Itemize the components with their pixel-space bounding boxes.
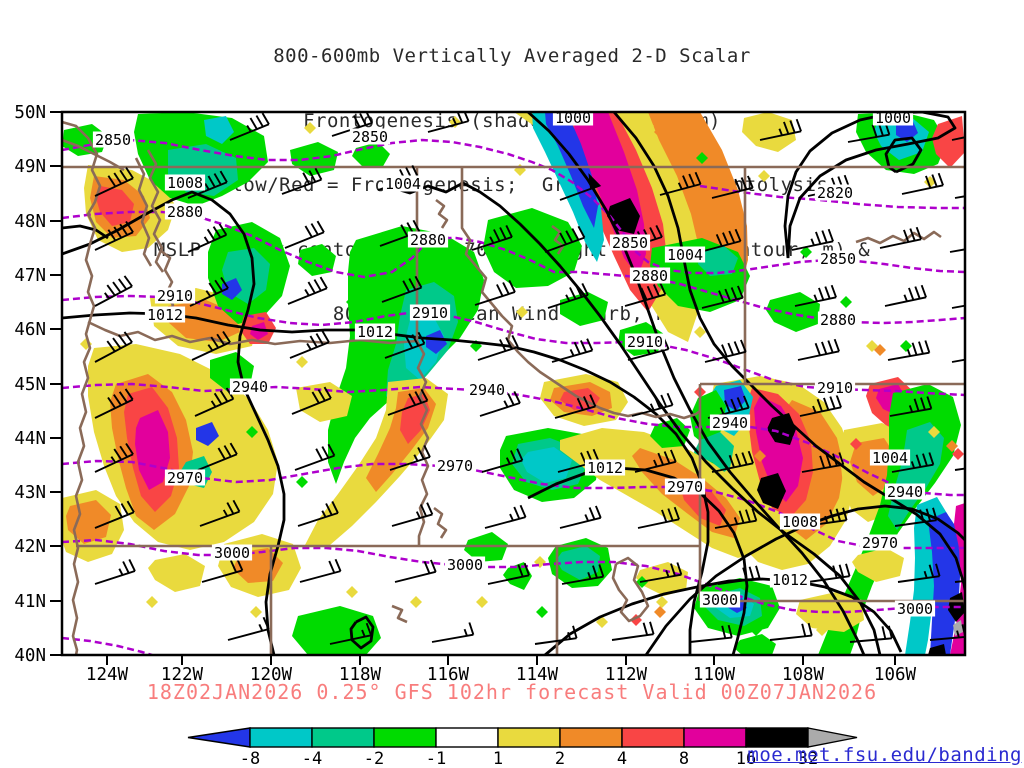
lon-tick-label: 114W [516, 665, 559, 685]
svg-text:1000: 1000 [875, 109, 911, 127]
svg-text:2970: 2970 [862, 534, 898, 552]
lat-tick-label: 41N [14, 592, 46, 612]
title-line-1: 800-600mb Vertically Averaged 2-D Scalar [273, 45, 751, 67]
svg-text:2880: 2880 [820, 311, 856, 329]
svg-text:2970: 2970 [667, 478, 703, 496]
colorbar-segment [497, 727, 561, 748]
svg-text:2850: 2850 [95, 131, 131, 149]
svg-text:2880: 2880 [632, 267, 668, 285]
colorbar-tick-label: 16 [736, 749, 756, 768]
map-layers: 1008 1004 1000 1000 1004 1012 1012 1012 1004 1008… [62, 109, 965, 655]
colorbar-tick-label: -8 [240, 749, 260, 768]
svg-text:3000: 3000 [702, 591, 738, 609]
lon-tick-label: 112W [605, 665, 648, 685]
lon-tick-label: 122W [161, 665, 204, 685]
svg-text:3000: 3000 [214, 544, 250, 562]
svg-text:2940: 2940 [887, 483, 923, 501]
svg-text:3000: 3000 [447, 556, 483, 574]
colorbar-tick-label: 2 [555, 749, 565, 768]
colorbar: -8 -4 -2 -1 1 2 4 8 16 32 [187, 727, 858, 768]
lat-tick-label: 50N [14, 103, 46, 123]
credit-link[interactable]: moe.met.fsu.edu/banding [747, 744, 1022, 766]
colorbar-segment [559, 727, 623, 748]
colorbar-tick-label: 1 [493, 749, 503, 768]
svg-text:2970: 2970 [167, 469, 203, 487]
axes-layer: 50N 49N 48N 47N 46N 45N 44N 43N 42N 41N 40N 124W 122… [14, 103, 916, 685]
colorbar-segment [683, 727, 747, 748]
svg-text:3000: 3000 [897, 600, 933, 618]
lon-tick-label: 118W [339, 665, 382, 685]
svg-text:1000: 1000 [555, 109, 591, 127]
svg-text:2910: 2910 [627, 333, 663, 351]
colorbar-tick-label: 32 [798, 749, 818, 768]
colorbar-segment [249, 727, 313, 748]
svg-text:1012: 1012 [772, 571, 808, 589]
svg-text:1012: 1012 [587, 459, 623, 477]
lat-tick-label: 45N [14, 375, 46, 395]
colorbar-tick-label: -4 [302, 749, 322, 768]
colorbar-tick-label: -2 [364, 749, 384, 768]
lon-tick-label: 108W [782, 665, 825, 685]
forecast-valid-line: 18Z02JAN2026 0.25° GFS 102hr forecast Va… [146, 680, 878, 704]
svg-text:2910: 2910 [157, 287, 193, 305]
colorbar-segment [621, 727, 685, 748]
svg-text:2970: 2970 [437, 457, 473, 475]
lat-tick-label: 40N [14, 646, 46, 666]
svg-text:1004: 1004 [385, 175, 421, 193]
lon-tick-label: 120W [250, 665, 293, 685]
lat-tick-label: 42N [14, 537, 46, 557]
colorbar-segment [311, 727, 375, 748]
svg-text:1004: 1004 [667, 246, 703, 264]
svg-text:2850: 2850 [352, 128, 388, 146]
svg-text:2850: 2850 [612, 234, 648, 252]
svg-text:2940: 2940 [232, 378, 268, 396]
lat-tick-label: 48N [14, 212, 46, 232]
lon-tick-label: 116W [427, 665, 470, 685]
lat-tick-label: 47N [14, 266, 46, 286]
colorbar-left-arrow [187, 727, 251, 748]
colorbar-segment [373, 727, 437, 748]
svg-text:1004: 1004 [872, 449, 908, 467]
svg-text:2880: 2880 [410, 231, 446, 249]
colorbar-tick-label: 4 [617, 749, 627, 768]
lat-tick-label: 49N [14, 157, 46, 177]
lon-tick-label: 106W [874, 665, 917, 685]
lon-tick-label: 110W [693, 665, 736, 685]
svg-text:1008: 1008 [782, 513, 818, 531]
svg-text:2820: 2820 [817, 184, 853, 202]
svg-text:1012: 1012 [357, 323, 393, 341]
colorbar-tick-label: -1 [426, 749, 446, 768]
svg-text:1012: 1012 [147, 306, 183, 324]
svg-text:1008: 1008 [167, 174, 203, 192]
colorbar-right-arrow [807, 727, 858, 748]
svg-text:2940: 2940 [469, 381, 505, 399]
wind-barbs-layer [94, 112, 965, 645]
svg-text:2850: 2850 [820, 250, 856, 268]
lat-tick-label: 46N [14, 320, 46, 340]
svg-text:2910: 2910 [412, 304, 448, 322]
lat-tick-label: 43N [14, 483, 46, 503]
colorbar-segment [435, 727, 499, 748]
svg-text:2880: 2880 [167, 203, 203, 221]
contour-labels-layer: 1008 1004 1000 1000 1004 1012 1012 1012 1004 1008… [92, 109, 936, 618]
colorbar-tick-label: 8 [679, 749, 689, 768]
lat-tick-label: 44N [14, 429, 46, 449]
lon-tick-label: 124W [86, 665, 129, 685]
svg-text:2910: 2910 [817, 379, 853, 397]
svg-text:2940: 2940 [712, 414, 748, 432]
